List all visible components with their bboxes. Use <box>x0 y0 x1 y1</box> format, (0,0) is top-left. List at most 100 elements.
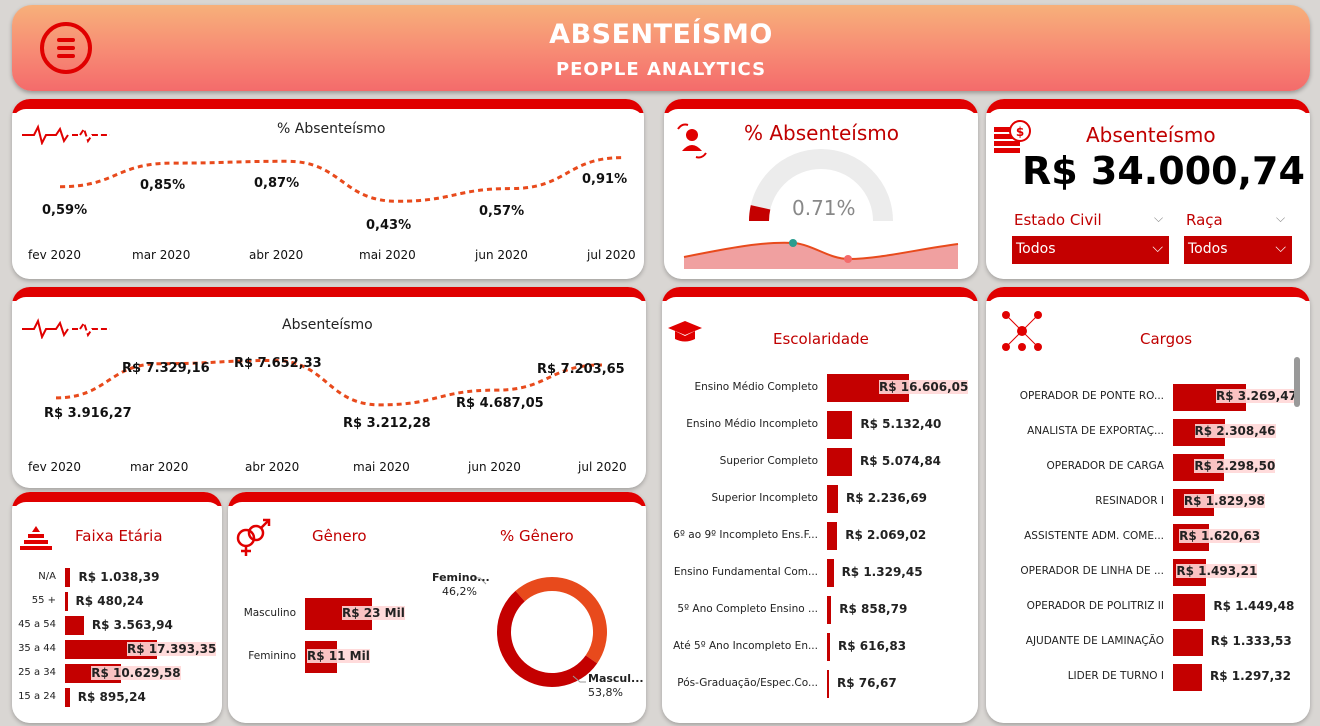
gauge-trend-marker <box>844 255 852 263</box>
gauge-trend-area <box>684 242 958 269</box>
escolaridade-bar[interactable] <box>827 485 839 513</box>
escolaridade-category-label: Ensino Médio Incompleto <box>686 418 818 430</box>
month-tick-label: jun 2020 <box>467 460 521 474</box>
escolaridade-bar[interactable] <box>827 670 829 698</box>
faixa-value-label: R$ 480,24 <box>75 594 144 608</box>
cargos-title: Cargos <box>1140 330 1193 348</box>
gauge-title: % Absenteísmo <box>744 121 899 145</box>
escolaridade-bar[interactable] <box>827 633 831 661</box>
month-tick-label: mai 2020 <box>359 248 416 262</box>
gauge-chart <box>683 149 959 269</box>
cargo-value-label: R$ 2.298,50 <box>1194 459 1276 473</box>
escolaridade-value-label: R$ 858,79 <box>839 602 908 616</box>
escolaridade-category-label: Pós-Graduação/Espec.Co... <box>677 677 818 689</box>
kpi-value: R$ 34.000,74 <box>1022 149 1305 193</box>
network-people-icon <box>1002 311 1042 351</box>
donut-leader-line <box>572 675 586 683</box>
person-refresh-icon <box>677 123 707 159</box>
gauge-card: % Absenteísmo 0.71% <box>664 99 978 279</box>
gauge-value: 0.71% <box>792 196 856 220</box>
genero-title: Gênero <box>312 527 367 545</box>
faixa-category-label: 25 a 34 <box>18 667 56 678</box>
month-tick-label: fev 2020 <box>28 460 81 474</box>
month-tick-label: mar 2020 <box>130 460 188 474</box>
hamburger-menu-icon[interactable] <box>40 22 92 74</box>
escolaridade-value-label: R$ 16.606,05 <box>879 380 969 394</box>
value-series-line <box>55 358 603 407</box>
age-pyramid-icon <box>20 526 52 550</box>
donut-masc-label: Mascul... <box>588 672 644 685</box>
value-chart-title: Absenteísmo <box>282 317 373 333</box>
estado-civil-dropdown[interactable]: Todos ⌵ <box>1012 236 1169 264</box>
value-data-label: R$ 4.687,05 <box>456 396 544 411</box>
pct-absenteeism-card: % Absenteísmo 0,59% 0,85% 0,87% 0,43% 0,57% 0… <box>12 99 644 279</box>
cargo-bar[interactable] <box>1173 629 1203 656</box>
faixa-bar[interactable] <box>65 592 68 611</box>
cargo-category-label: OPERADOR DE CARGA <box>1046 460 1164 472</box>
chevron-down-icon[interactable]: ⌵ <box>1154 211 1164 225</box>
cargo-category-label: ANALISTA DE EXPORTAÇ... <box>1027 425 1164 437</box>
faixa-bar[interactable] <box>65 568 71 587</box>
value-data-label: R$ 3.212,28 <box>343 416 431 431</box>
donut-fem-label: Femino... <box>432 571 490 584</box>
faixa-bar[interactable] <box>65 688 70 707</box>
cargo-category-label: OPERADOR DE PONTE RO... <box>1019 390 1164 402</box>
escolaridade-category-label: 5º Ano Completo Ensino ... <box>677 603 818 615</box>
scrollbar[interactable] <box>1294 357 1300 407</box>
cargo-category-label: RESINADOR I <box>1095 495 1164 507</box>
heartbeat-icon <box>22 124 110 145</box>
gauge-fill <box>749 205 771 222</box>
cargo-bar[interactable] <box>1173 594 1206 621</box>
faixa-bar[interactable] <box>65 616 84 635</box>
faixa-category-label: 55 + <box>31 595 56 606</box>
escolaridade-bar[interactable] <box>827 448 853 476</box>
cargo-category-label: LIDER DE TURNO I <box>1067 670 1164 682</box>
month-tick-label: mai 2020 <box>353 460 410 474</box>
genero-category-label: Feminino <box>248 650 296 662</box>
escolaridade-value-label: R$ 5.074,84 <box>860 454 942 468</box>
heartbeat-icon <box>22 318 110 339</box>
value-data-label: R$ 7.652,33 <box>234 356 322 371</box>
pct-line-chart: 0,59% 0,85% 0,87% 0,43% 0,57% 0,91% fev 2020 ma… <box>28 156 636 262</box>
gender-symbol-icon <box>236 518 271 556</box>
escolaridade-category-label: Superior Completo <box>719 455 818 467</box>
pct-chart-title: % Absenteísmo <box>277 121 386 137</box>
escolaridade-category-label: 6º ao 9º Incompleto Ens.F... <box>673 529 818 541</box>
value-data-label: R$ 3.916,27 <box>44 406 132 421</box>
raca-value: Todos <box>1188 241 1228 257</box>
money-stack-icon: $ <box>994 120 1031 153</box>
graduation-cap-icon <box>668 321 702 342</box>
faixa-category-label: 15 a 24 <box>18 691 56 702</box>
escolaridade-bar[interactable] <box>827 596 832 624</box>
escolaridade-bar[interactable] <box>827 559 834 587</box>
donut-slice-masculino[interactable] <box>497 590 598 687</box>
raca-dropdown[interactable]: Todos ⌵ <box>1184 236 1292 264</box>
escolaridade-category-label: Superior Incompleto <box>711 492 818 504</box>
escolaridade-value-label: R$ 1.329,45 <box>841 565 923 579</box>
estado-civil-label: Estado Civil <box>1014 211 1102 229</box>
cargo-category-label: OPERADOR DE LINHA DE ... <box>1020 565 1164 577</box>
estado-civil-value: Todos <box>1016 241 1056 257</box>
escolaridade-card: Escolaridade Ensino Médio Completo R$ 16.… <box>662 287 978 723</box>
donut-slice-feminino[interactable] <box>515 577 607 664</box>
month-tick-label: jul 2020 <box>577 460 627 474</box>
pct-data-label: 0,43% <box>366 218 411 233</box>
month-tick-label: fev 2020 <box>28 248 81 262</box>
header-banner: ABSENTEÍSMO PEOPLE ANALYTICS <box>12 5 1310 91</box>
cargo-value-label: R$ 1.449,48 <box>1213 599 1295 613</box>
pct-data-label: 0,87% <box>254 176 299 191</box>
genero-value-label: R$ 23 Mil <box>342 606 405 620</box>
escolaridade-bar[interactable] <box>827 411 853 439</box>
cargo-category-label: AJUDANTE DE LAMINAÇÃO <box>1025 635 1164 647</box>
chevron-down-icon[interactable]: ⌵ <box>1276 211 1286 225</box>
donut-leader-line <box>474 577 487 585</box>
faixa-value-label: R$ 10.629,58 <box>91 666 181 680</box>
chevron-down-icon: ⌵ <box>1275 240 1286 256</box>
cargos-card: Cargos OPERADOR DE PONTE RO... R$ 3.269,4… <box>986 287 1310 723</box>
escolaridade-title: Escolaridade <box>773 330 869 348</box>
kpi-card: $ Absenteísmo R$ 34.000,74 Estado Civil … <box>986 99 1310 279</box>
escolaridade-value-label: R$ 5.132,40 <box>860 417 942 431</box>
escolaridade-bar[interactable] <box>827 522 838 550</box>
cargo-bar[interactable] <box>1173 664 1202 691</box>
genero-category-label: Masculino <box>243 607 296 619</box>
